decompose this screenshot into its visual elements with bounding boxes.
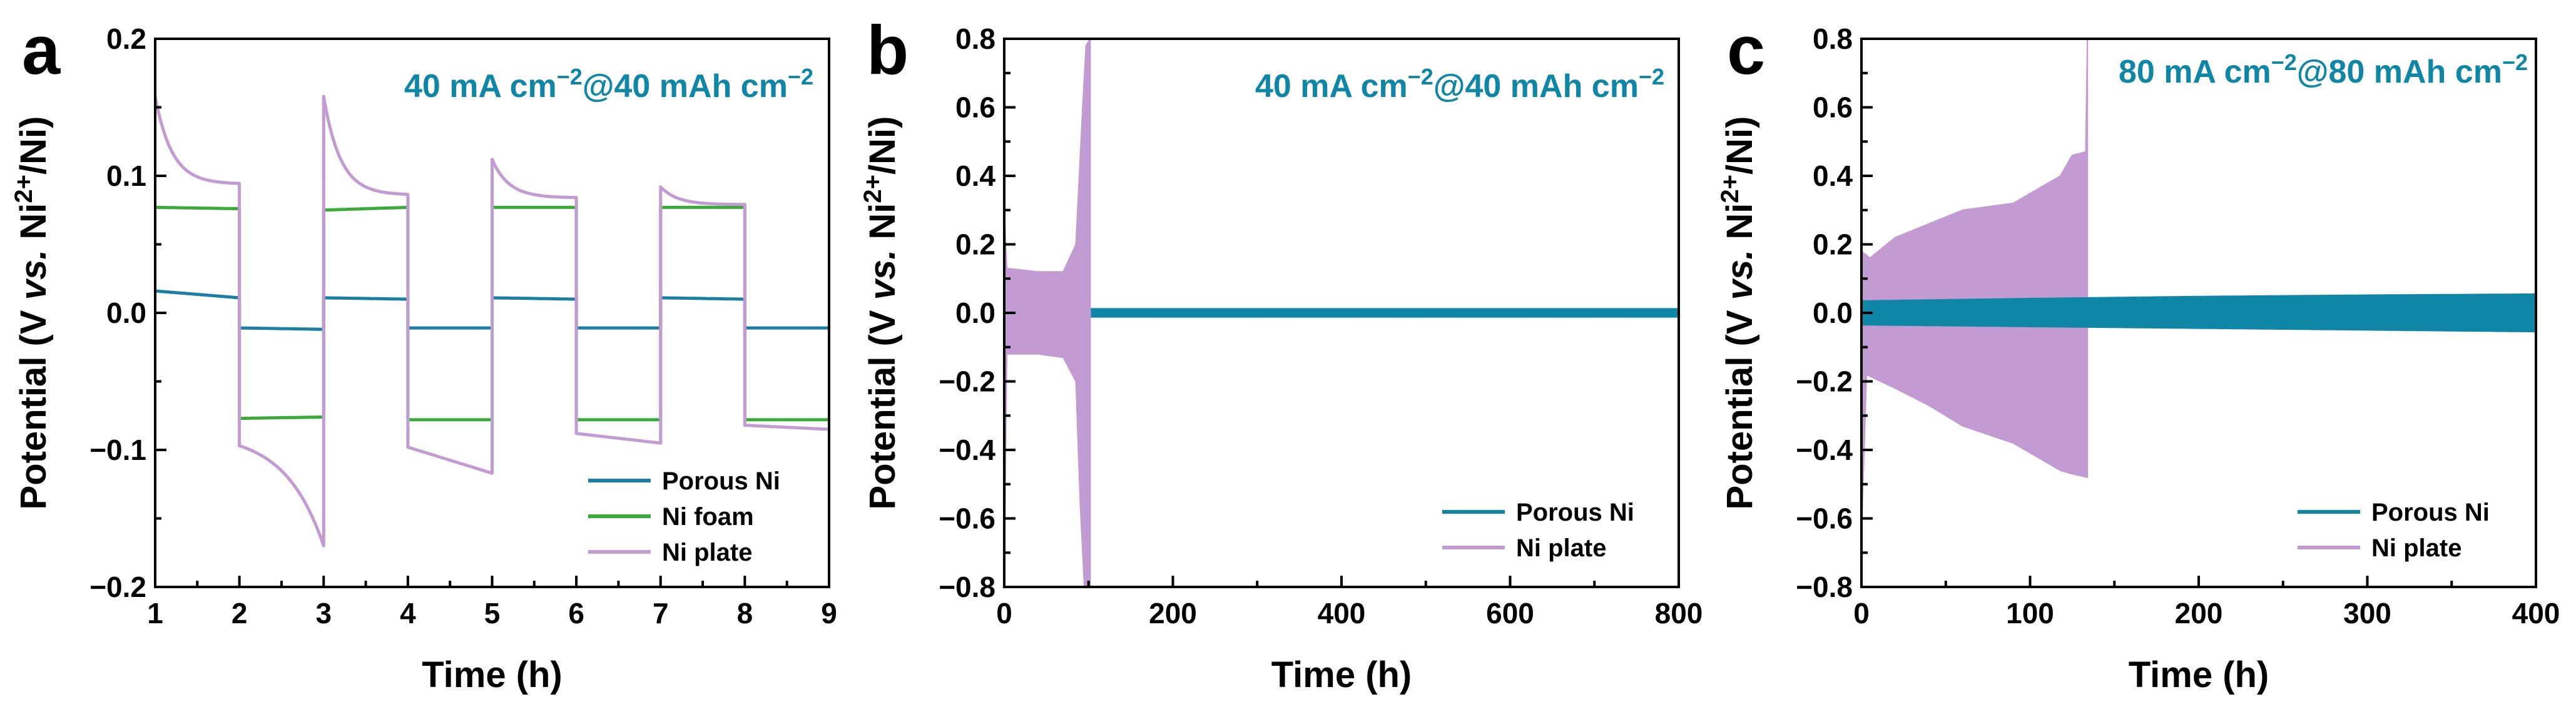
x-tick-label: 5 [484,597,501,630]
panel-a: 1 2 3 4 5 6 7 8 9 −0.2 −0.1 0.0 0.1 0.2 Time (h) Potent… [10,12,837,695]
plot-area [155,94,829,548]
x-tick-label: 1 [147,597,163,630]
legend-label: Porous Ni [662,467,780,495]
x-tick-label: 0 [996,597,1012,630]
condition-annotation: 40 mA cm−2@40 mAh cm−2 [404,64,813,105]
legend: Porous Ni Ni foam Ni plate [588,467,780,566]
series-porous-ni-cycles [1004,308,1679,317]
x-tick-label: 9 [821,597,837,630]
y-tick-label: 0.4 [1813,160,1853,192]
legend-label: Porous Ni [1516,499,1634,526]
x-tick-label: 400 [1318,597,1366,630]
y-tick-label: 0.0 [106,297,146,329]
x-tick-label: 600 [1486,597,1534,630]
x-tick-label: 800 [1655,597,1703,630]
y-tick-label: −0.8 [1796,571,1853,603]
y-tick-label: 0.2 [106,23,146,55]
x-axis-title: Time (h) [1271,655,1412,695]
x-tick-label: 7 [653,597,669,630]
legend-label: Ni foam [662,503,754,531]
legend-label: Ni plate [1516,534,1606,562]
legend-label: Ni plate [662,539,752,566]
panel-b: 0 200 400 600 800 −0.8 −0.6 −0.4 −0.2 0.0 0.2 0.4 0.… [859,12,1703,695]
panel-letter: c [1727,12,1765,89]
y-tick-label: −0.2 [939,365,995,398]
condition-annotation: 80 mA cm−2@80 mAh cm−2 [2119,49,2528,90]
y-axis-title: Potential (V vs. Ni2+/Ni) [10,116,54,510]
x-tick-label: 2 [232,597,248,630]
y-tick-label: 0.4 [955,160,995,192]
y-tick-label: −0.2 [89,571,146,603]
x-tick-label: 3 [315,597,332,630]
x-tick-label: 200 [1149,597,1197,630]
y-tick-label: 0.6 [1813,91,1853,124]
series-ni-plate-cycles [1004,39,1091,587]
y-axis-title: Potential (V vs. Ni2+/Ni) [1716,116,1760,510]
plot-area [1004,39,1679,587]
plot-area [1861,39,2536,536]
x-axis-title: Time (h) [422,655,563,695]
y-tick-label: −0.8 [939,571,995,603]
y-tick-label: −0.6 [939,502,995,535]
x-tick-label: 4 [400,597,416,630]
y-tick-label: 0.8 [1813,23,1853,55]
series-ni-plate-line [155,94,829,548]
x-tick-label: 6 [568,597,584,630]
panel-letter: b [867,12,909,89]
x-tick-label: 400 [2512,597,2560,630]
condition-annotation: 40 mA cm−2@40 mAh cm−2 [1255,64,1664,105]
y-axis-title: Potential (V vs. Ni2+/Ni) [859,116,903,510]
y-tick-label: −0.4 [1796,434,1853,466]
panel-c: 0 100 200 300 400 −0.8 −0.6 −0.4 −0.2 0.0 0.2 0.4 0.… [1716,12,2560,695]
legend-label: Porous Ni [2371,499,2490,526]
series-porous-ni-cycles [1861,293,2536,332]
legend-label: Ni plate [2371,534,2461,562]
x-tick-label: 300 [2343,597,2391,630]
y-tick-label: 0.1 [106,160,146,192]
x-tick-label: 200 [2175,597,2223,630]
y-tick-label: −0.6 [1796,502,1853,535]
x-axis-title: Time (h) [2129,655,2269,695]
y-tick-label: 0.6 [955,91,995,124]
panel-letter: a [22,12,61,89]
legend: Porous Ni Ni plate [1442,499,1634,562]
x-tick-label: 0 [1853,597,1870,630]
y-tick-label: 0.0 [1813,297,1853,329]
y-tick-label: 0.2 [955,228,995,261]
y-tick-label: 0.2 [1813,228,1853,261]
y-tick-label: −0.2 [1796,365,1853,398]
legend: Porous Ni Ni plate [2298,499,2490,562]
y-tick-label: 0.8 [955,23,995,55]
y-tick-label: 0.0 [955,297,995,329]
x-tick-label: 100 [2006,597,2054,630]
y-tick-label: −0.1 [89,434,146,466]
y-tick-label: −0.4 [939,434,995,466]
x-tick-label: 8 [737,597,753,630]
